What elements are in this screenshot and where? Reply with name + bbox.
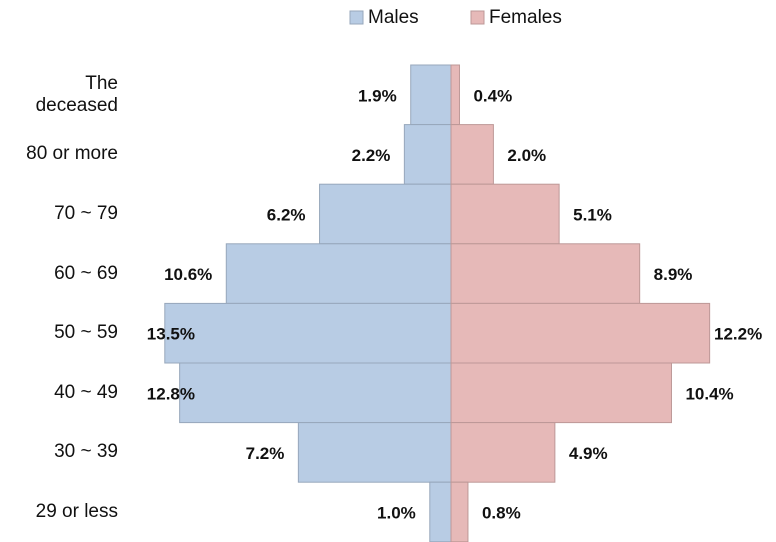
legend-swatch [349,10,364,25]
category-label: 60 ~ 69 [54,262,118,284]
bar [450,183,560,245]
category-label: 40 ~ 49 [54,381,118,403]
bar [450,64,460,126]
value-label: 12.2% [714,325,762,344]
value-label: 10.6% [164,265,212,284]
bar [450,243,641,304]
category-label: 30 ~ 39 [54,441,118,463]
bar [450,481,469,542]
value-label: 6.2% [267,205,306,224]
value-label: 0.8% [482,503,521,522]
legend-swatch [470,10,485,25]
bar [450,422,556,483]
bar [297,422,452,483]
category-label: 50 ~ 59 [54,322,118,344]
bar [450,302,711,364]
bar [450,362,672,424]
bar [429,481,452,542]
bar [179,362,452,424]
legend-label: Males [368,7,419,28]
value-label: 7.2% [246,444,285,463]
bar [164,302,452,364]
legend-label: Females [489,7,562,28]
value-label: 5.1% [573,205,612,224]
value-label: 0.4% [473,86,512,105]
value-label: 8.9% [654,265,693,284]
value-label: 1.0% [377,503,416,522]
value-label: 4.9% [569,444,608,463]
value-label: 10.4% [685,384,733,403]
category-label: 80 or more [26,143,118,165]
value-label: 2.0% [507,146,546,165]
bar [403,124,452,185]
value-label: 13.5% [147,325,195,344]
category-label: 70 ~ 79 [54,202,118,224]
value-label: 2.2% [352,146,391,165]
category-label: The deceased [35,72,118,116]
bar [450,124,494,185]
value-label: 12.8% [147,384,195,403]
value-label: 1.9% [358,86,397,105]
bar [410,64,452,126]
bar [319,183,452,245]
category-label: 29 or less [35,500,118,522]
bar [225,243,452,304]
